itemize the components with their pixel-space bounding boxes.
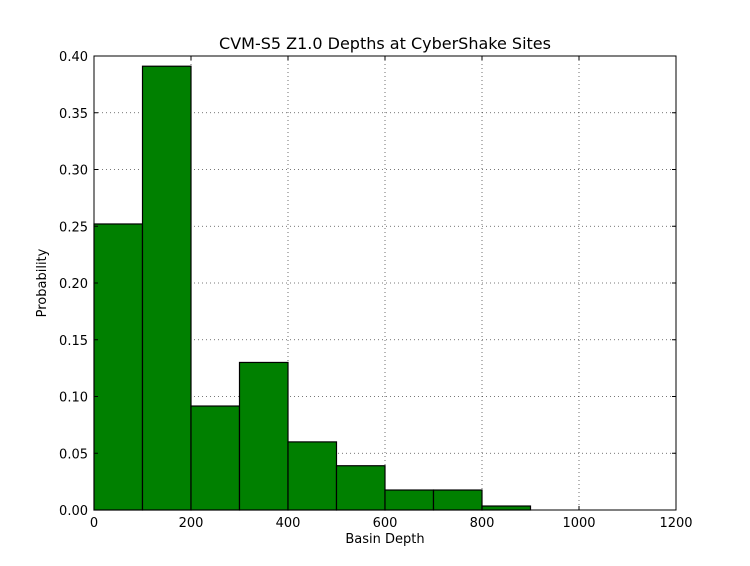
- chart-title: CVM-S5 Z1.0 Depths at CyberShake Sites: [219, 34, 551, 53]
- bars: [93, 65, 532, 511]
- histogram-bar: [141, 65, 192, 511]
- x-tick-label: 1000: [562, 516, 595, 531]
- x-tick-label: 800: [470, 516, 495, 531]
- histogram-bar: [190, 405, 241, 511]
- y-tick-label: 0.40: [59, 50, 88, 65]
- x-tick-label: 1200: [659, 516, 692, 531]
- y-tick-label: 0.00: [59, 504, 88, 519]
- histogram-bar: [432, 489, 483, 511]
- ticks: 0 200 400 600 800 1000 1200 0.00 0.05 0.10 0.15 0.2…: [59, 50, 693, 531]
- y-tick-label: 0.35: [59, 107, 88, 122]
- histogram-bar: [335, 465, 386, 511]
- y-tick-label: 0.10: [59, 391, 88, 406]
- x-tick-label: 600: [373, 516, 398, 531]
- x-tick-label: 200: [179, 516, 204, 531]
- histogram-bar: [93, 223, 144, 511]
- x-tick-label: 400: [276, 516, 301, 531]
- y-tick-label: 0.15: [59, 334, 88, 349]
- histogram-bar: [384, 489, 435, 511]
- y-tick-label: 0.30: [59, 164, 88, 179]
- histogram-bar: [238, 361, 289, 511]
- y-tick-label: 0.20: [59, 277, 88, 292]
- y-tick-label: 0.25: [59, 220, 88, 235]
- x-axis-label: Basin Depth: [345, 532, 424, 547]
- y-tick-label: 0.05: [59, 447, 88, 462]
- histogram-bar: [287, 441, 338, 511]
- histogram-bar: [481, 505, 532, 511]
- y-axis-label: Probability: [35, 248, 50, 317]
- x-tick-label: 0: [90, 516, 98, 531]
